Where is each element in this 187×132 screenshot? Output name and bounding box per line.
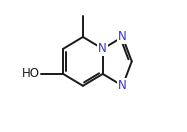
Text: N: N <box>118 30 127 43</box>
Text: N: N <box>98 42 107 55</box>
Text: HO: HO <box>21 67 39 80</box>
Text: N: N <box>118 79 127 92</box>
